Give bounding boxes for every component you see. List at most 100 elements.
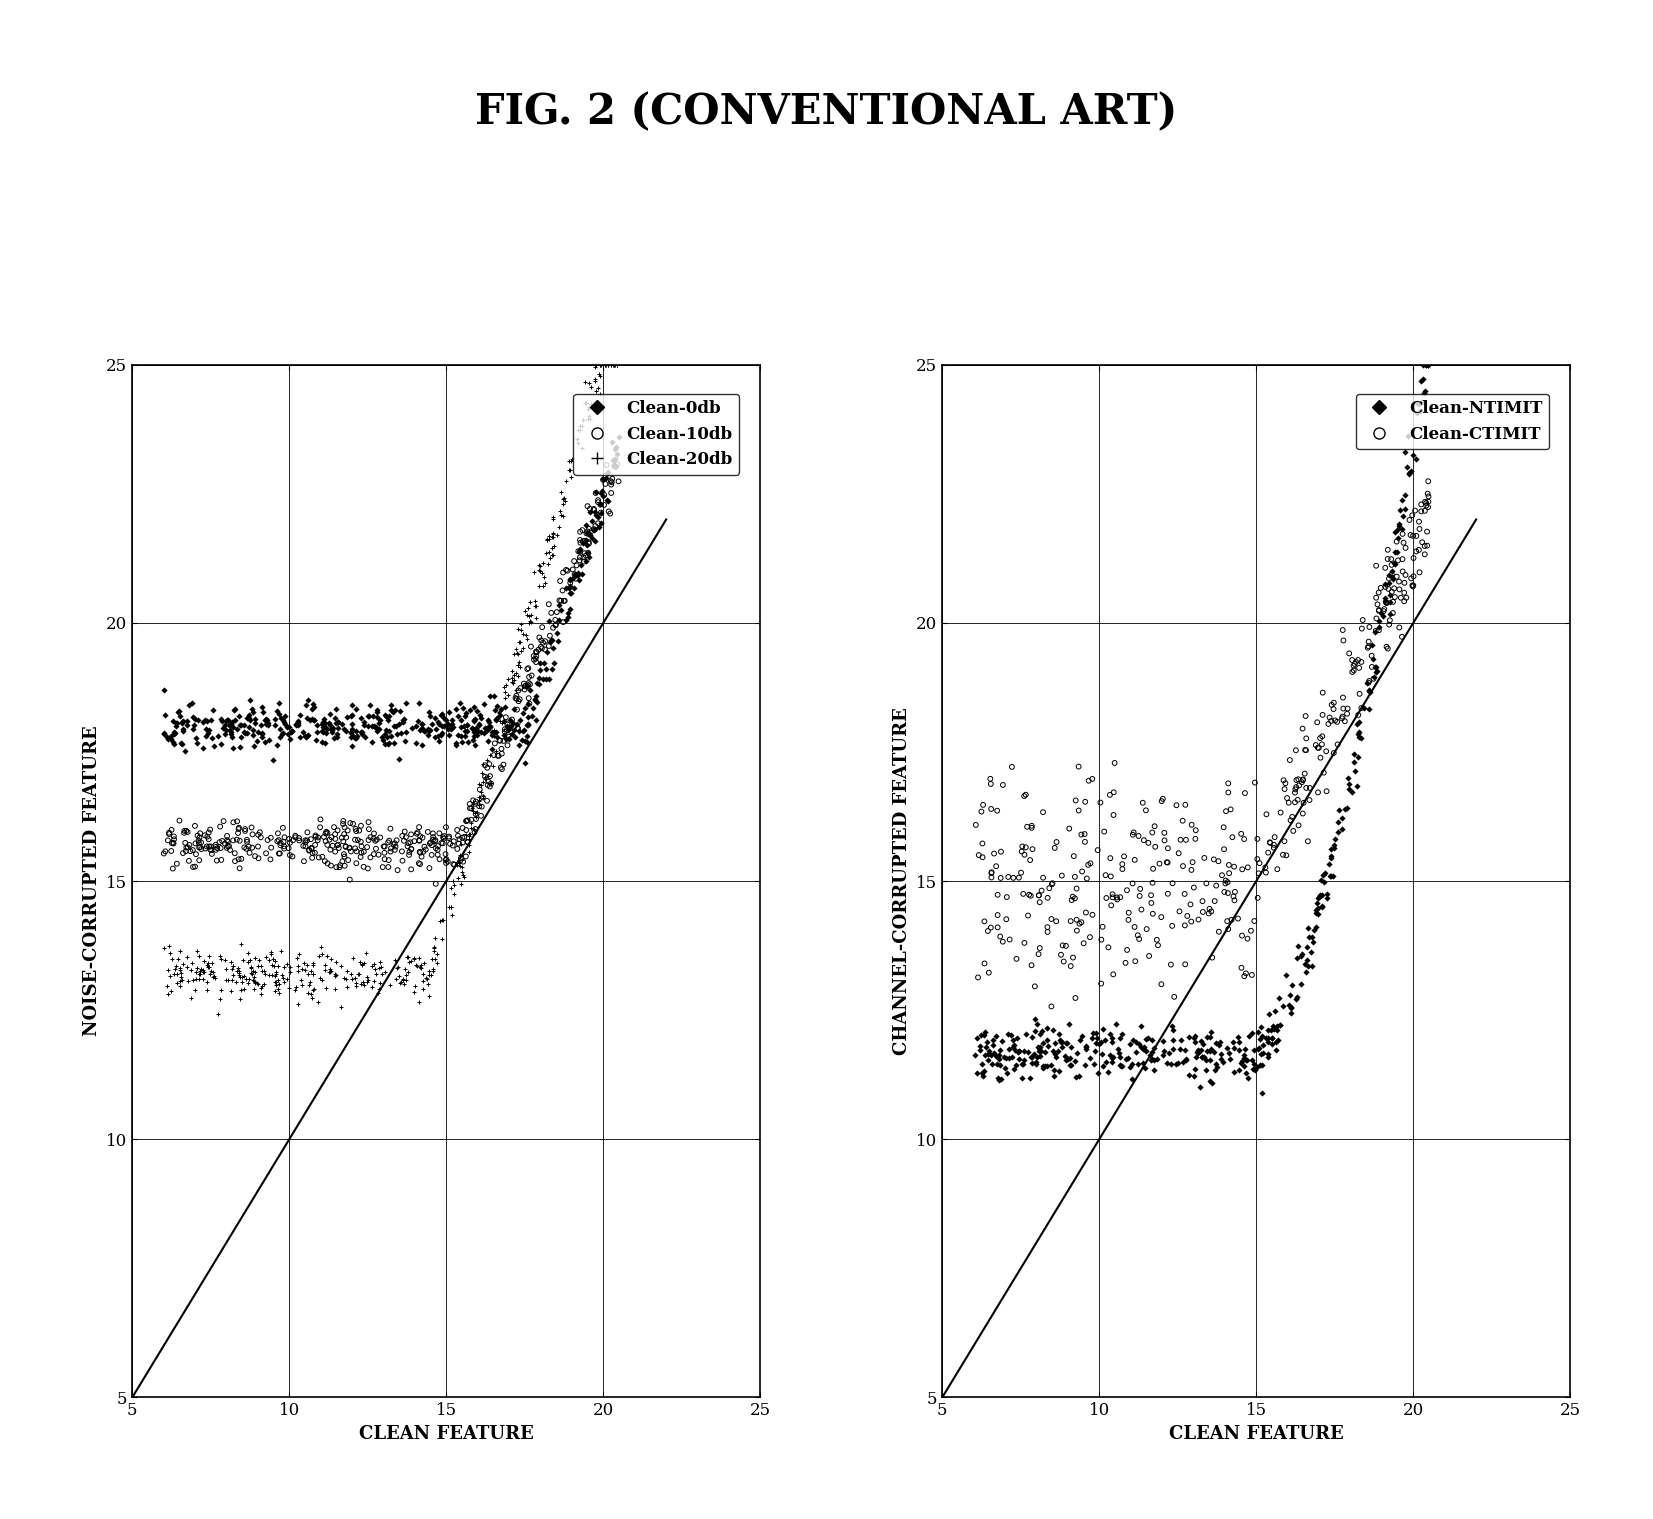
Point xyxy=(1031,1054,1058,1078)
Point xyxy=(319,720,345,744)
Point xyxy=(1331,629,1357,653)
Point xyxy=(347,845,374,869)
Point xyxy=(398,822,425,846)
Point xyxy=(1314,883,1341,907)
Point xyxy=(562,564,588,588)
Point xyxy=(1005,1039,1031,1063)
Point xyxy=(483,697,509,722)
Point xyxy=(316,828,342,852)
Point xyxy=(1048,943,1074,968)
Point xyxy=(549,480,575,504)
Point xyxy=(159,838,185,863)
Point xyxy=(383,968,410,992)
Point xyxy=(995,1022,1022,1047)
Point xyxy=(1127,876,1154,901)
Point xyxy=(985,914,1012,939)
Point xyxy=(407,828,433,852)
Point xyxy=(245,823,271,848)
Point xyxy=(291,951,317,975)
Point xyxy=(1008,840,1035,864)
Point xyxy=(1121,1028,1147,1053)
Point xyxy=(241,946,268,971)
Point xyxy=(1240,1057,1266,1082)
Point xyxy=(1245,1037,1271,1062)
Point xyxy=(390,966,417,990)
Point xyxy=(223,971,250,995)
Point xyxy=(1136,1044,1162,1068)
Point xyxy=(1407,516,1433,541)
Point xyxy=(332,966,359,990)
Point xyxy=(455,729,481,753)
Point xyxy=(246,820,273,845)
Point xyxy=(311,731,337,755)
Point xyxy=(1398,459,1425,483)
Point xyxy=(372,840,398,864)
Point xyxy=(579,392,605,416)
Point xyxy=(321,816,347,840)
Point xyxy=(362,715,388,740)
Point xyxy=(979,1053,1005,1077)
Point xyxy=(1384,530,1410,554)
Point xyxy=(1159,1027,1185,1051)
Point xyxy=(1291,791,1317,816)
Point xyxy=(1312,740,1339,764)
Point xyxy=(1215,1041,1241,1065)
Point xyxy=(228,725,255,749)
Point xyxy=(203,849,230,873)
Point xyxy=(445,837,471,861)
Point xyxy=(182,814,208,838)
Point xyxy=(1255,1025,1281,1050)
Point xyxy=(154,974,180,998)
Point xyxy=(436,723,463,747)
Point xyxy=(253,945,279,969)
Point xyxy=(183,966,210,990)
Point xyxy=(360,952,387,977)
Point xyxy=(471,693,498,717)
Point xyxy=(350,974,377,998)
Point xyxy=(1038,907,1065,931)
Point xyxy=(985,1044,1012,1068)
Point xyxy=(185,968,212,992)
Point xyxy=(1377,583,1403,608)
Point xyxy=(1317,709,1344,734)
Point xyxy=(1231,826,1258,851)
Point xyxy=(1255,1030,1281,1054)
Point xyxy=(512,729,539,753)
Point xyxy=(1362,618,1389,643)
Point xyxy=(231,963,258,987)
Point xyxy=(1314,779,1341,804)
Point xyxy=(587,352,613,377)
Point xyxy=(231,835,258,860)
Point xyxy=(403,822,430,846)
Point xyxy=(1185,1037,1212,1062)
Point xyxy=(1322,828,1349,852)
Point xyxy=(440,715,466,740)
Point xyxy=(1355,670,1382,694)
Point xyxy=(975,1048,1002,1072)
Point xyxy=(516,671,542,696)
Point xyxy=(345,819,372,843)
Point xyxy=(1326,797,1352,822)
Point xyxy=(483,740,509,764)
Point xyxy=(289,720,316,744)
Point xyxy=(1192,846,1218,870)
Point xyxy=(972,1019,998,1044)
Point xyxy=(460,796,486,820)
Point xyxy=(522,606,549,630)
Point xyxy=(160,828,187,852)
Point xyxy=(327,954,354,978)
Point xyxy=(1122,949,1149,974)
Point xyxy=(162,957,188,981)
Point xyxy=(436,832,463,857)
Point xyxy=(494,684,521,708)
Point xyxy=(360,714,387,738)
Point xyxy=(1346,703,1372,728)
Point xyxy=(349,952,375,977)
Point xyxy=(555,576,582,600)
Point xyxy=(460,793,486,817)
Point xyxy=(579,526,605,550)
Point xyxy=(1179,910,1205,934)
Point xyxy=(979,860,1005,884)
Point xyxy=(1013,782,1040,807)
Point xyxy=(516,665,542,690)
